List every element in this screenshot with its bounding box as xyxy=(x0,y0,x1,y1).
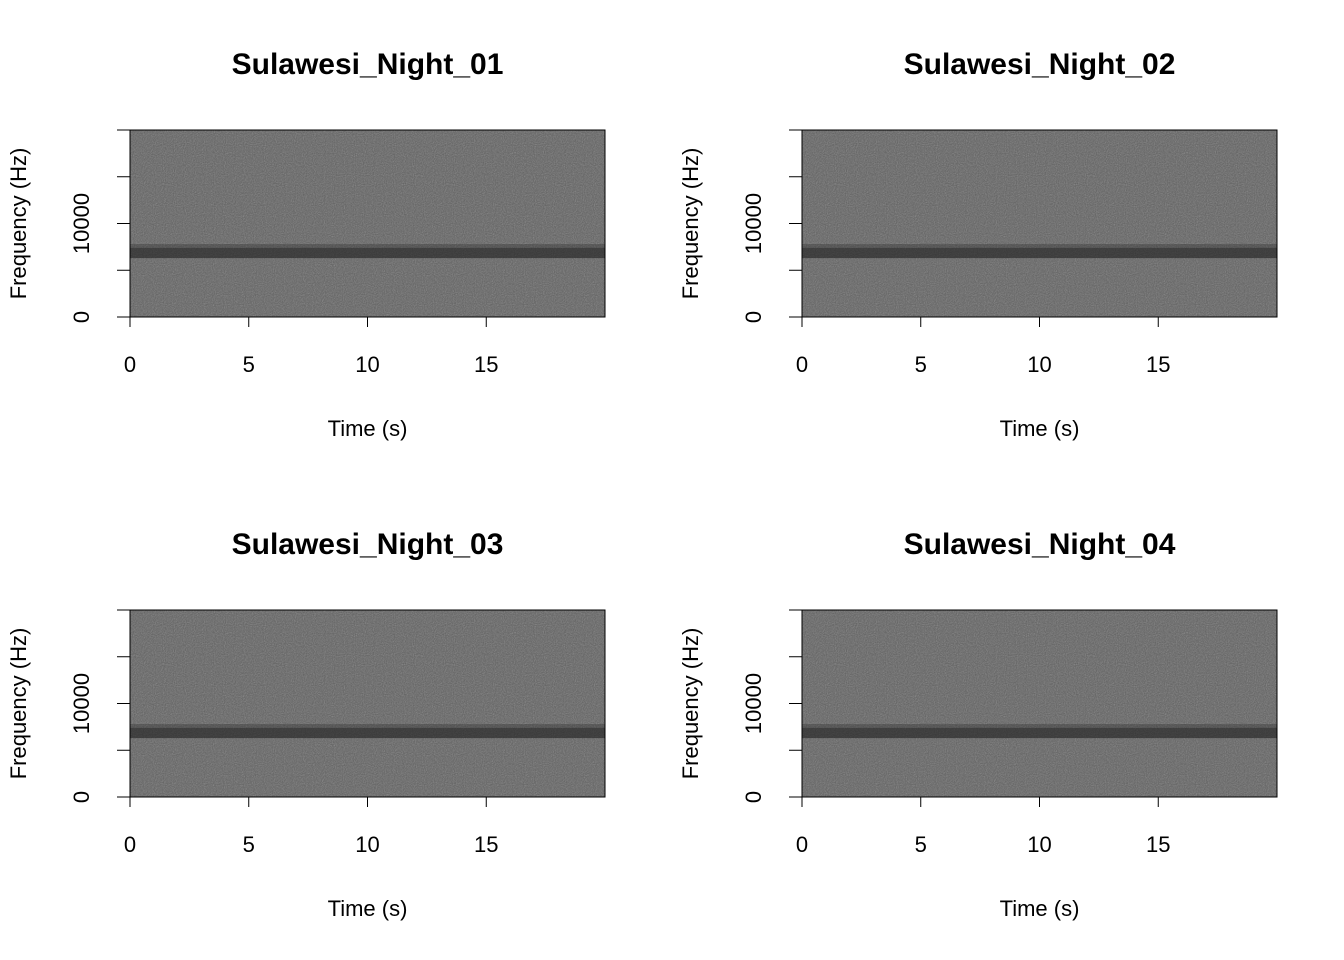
noise-band xyxy=(802,244,1277,248)
y-axis-label: Frequency (Hz) xyxy=(678,628,703,780)
x-tick-label: 10 xyxy=(1027,832,1051,857)
spectrogram-noise xyxy=(130,610,605,797)
y-axis-label: Frequency (Hz) xyxy=(6,148,31,300)
spectrogram-noise xyxy=(802,610,1277,797)
y-tick-label: 10000 xyxy=(741,673,766,734)
y-tick-label: 0 xyxy=(741,791,766,803)
y-tick-label: 10000 xyxy=(69,673,94,734)
chart-title: Sulawesi_Night_01 xyxy=(232,48,504,81)
noise-band xyxy=(802,724,1277,728)
spectrogram-noise xyxy=(130,130,605,317)
chart-title: Sulawesi_Night_03 xyxy=(232,528,504,561)
y-tick-label: 10000 xyxy=(741,193,766,254)
y-tick-label: 0 xyxy=(741,311,766,323)
x-tick-label: 5 xyxy=(915,832,927,857)
x-tick-label: 5 xyxy=(915,352,927,377)
x-axis-label: Time (s) xyxy=(328,416,408,441)
y-axis-label: Frequency (Hz) xyxy=(6,628,31,780)
x-tick-label: 10 xyxy=(355,832,379,857)
noise-band xyxy=(130,727,605,739)
x-tick-label: 0 xyxy=(124,352,136,377)
noise-band xyxy=(130,724,605,728)
noise-band xyxy=(802,247,1277,259)
x-tick-label: 10 xyxy=(1027,352,1051,377)
panel: Sulawesi_Night_03 0 5 10 15 Time (s) 0 10000 Fre… xyxy=(6,528,606,921)
x-tick-label: 15 xyxy=(1146,352,1170,377)
x-axis-label: Time (s) xyxy=(1000,416,1080,441)
x-axis-label: Time (s) xyxy=(1000,896,1080,921)
x-tick-label: 0 xyxy=(124,832,136,857)
noise-band xyxy=(130,244,605,248)
chart-title: Sulawesi_Night_02 xyxy=(904,48,1176,81)
x-tick-label: 0 xyxy=(796,352,808,377)
x-tick-label: 15 xyxy=(474,832,498,857)
y-tick-label: 0 xyxy=(69,791,94,803)
chart-title: Sulawesi_Night_04 xyxy=(904,528,1176,561)
noise-band xyxy=(130,247,605,259)
panel: Sulawesi_Night_01 0 5 10 15 Time (s) 0 10000 Fre… xyxy=(6,48,606,441)
y-tick-label: 10000 xyxy=(69,193,94,254)
y-tick-label: 0 xyxy=(69,311,94,323)
y-axis-label: Frequency (Hz) xyxy=(678,148,703,300)
x-axis-label: Time (s) xyxy=(328,896,408,921)
x-tick-label: 15 xyxy=(474,352,498,377)
spectrogram-noise xyxy=(802,130,1277,317)
x-tick-label: 15 xyxy=(1146,832,1170,857)
x-tick-label: 0 xyxy=(796,832,808,857)
x-tick-label: 5 xyxy=(243,352,255,377)
x-tick-label: 10 xyxy=(355,352,379,377)
panel: Sulawesi_Night_02 0 5 10 15 Time (s) 0 10000 Fre… xyxy=(678,48,1278,441)
noise-band xyxy=(802,727,1277,739)
x-tick-label: 5 xyxy=(243,832,255,857)
panel: Sulawesi_Night_04 0 5 10 15 Time (s) 0 10000 Fre… xyxy=(678,528,1278,921)
